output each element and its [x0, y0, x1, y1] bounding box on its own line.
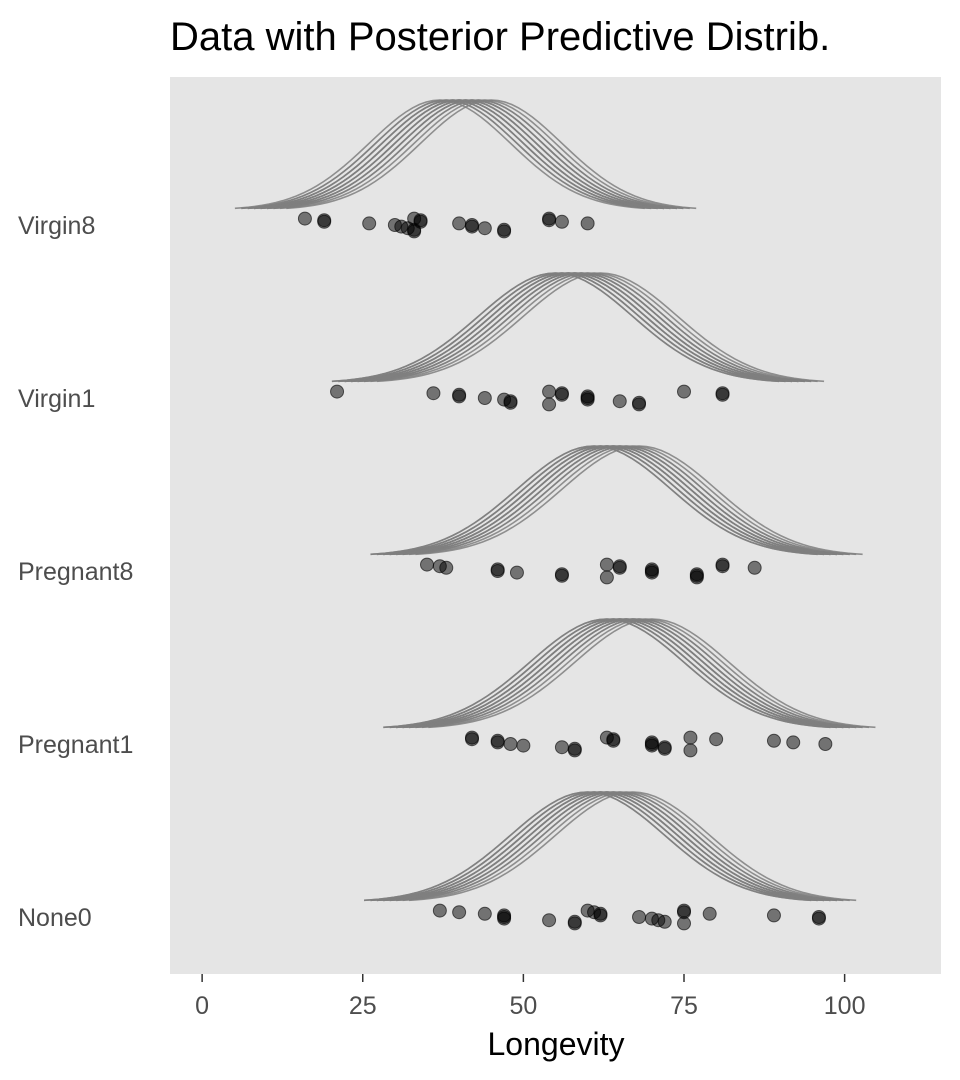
x-axis-title: Longevity: [488, 1026, 625, 1062]
data-point: [554, 214, 569, 229]
data-point: [599, 570, 614, 585]
data-point: [330, 384, 345, 399]
data-point: [593, 908, 608, 923]
data-point: [715, 387, 730, 402]
data-point: [464, 219, 479, 234]
data-point: [644, 738, 659, 753]
data-point: [612, 394, 627, 409]
x-tick-label: 100: [824, 992, 866, 1020]
data-point: [477, 221, 492, 236]
data-point: [567, 743, 582, 758]
plot-panel: [170, 77, 941, 974]
y-tick-label: Virgin8: [18, 212, 95, 240]
data-points: [297, 211, 833, 931]
data-point: [503, 737, 518, 751]
posterior-curve: [428, 618, 876, 729]
posterior-curve: [254, 99, 665, 210]
data-point: [632, 910, 647, 924]
posterior-curve: [266, 99, 677, 210]
posterior-curve: [286, 99, 697, 210]
data-point: [580, 392, 595, 407]
data-point: [542, 397, 557, 412]
data-point: [497, 911, 512, 926]
posterior-curve: [389, 618, 837, 729]
data-point: [490, 564, 505, 578]
x-tick-label: 50: [509, 992, 537, 1020]
data-point: [567, 916, 582, 931]
posterior-curves: [234, 99, 876, 902]
x-tick-label: 0: [195, 992, 209, 1020]
data-point: [702, 906, 717, 921]
y-tick-label: None0: [18, 904, 92, 932]
y-tick-label: Pregnant1: [18, 731, 133, 759]
data-point: [554, 740, 569, 755]
data-point: [542, 384, 557, 399]
x-tick-label: 25: [349, 992, 377, 1020]
data-point: [683, 743, 698, 758]
data-point: [677, 905, 691, 920]
data-point: [516, 738, 531, 753]
data-point: [766, 908, 781, 923]
chart-title: Data with Posterior Predictive Distrib.: [170, 15, 830, 59]
data-point: [818, 737, 833, 751]
data-point: [811, 911, 826, 926]
data-point: [464, 732, 479, 747]
y-tick-label: Pregnant8: [18, 558, 133, 586]
data-point: [580, 216, 595, 231]
data-point: [644, 565, 659, 580]
data-point: [709, 732, 724, 747]
data-point: [657, 741, 672, 756]
data-point: [432, 903, 447, 918]
data-point: [420, 557, 434, 572]
data-point: [413, 214, 428, 229]
data-point: [786, 735, 801, 750]
data-point: [715, 559, 730, 574]
data-point: [362, 216, 377, 231]
posterior-curve: [389, 445, 837, 556]
data-point: [606, 733, 621, 748]
y-axis-labels: Virgin8 Virgin1 Pregnant8 Pregnant1 None0: [18, 212, 133, 932]
data-point: [689, 570, 704, 585]
data-point: [477, 391, 492, 405]
data-point: [297, 211, 312, 226]
posterior-curve: [376, 272, 825, 383]
data-point: [509, 565, 524, 580]
x-axis: 0 25 50 75 100: [195, 974, 865, 1020]
posterior-curve: [402, 618, 850, 729]
data-point: [439, 560, 454, 575]
data-point: [612, 560, 627, 575]
data-point: [317, 214, 332, 229]
data-point: [677, 384, 691, 399]
x-tick-label: 75: [670, 992, 698, 1020]
posterior-curve: [408, 791, 857, 902]
posterior-curve: [415, 445, 863, 556]
data-point: [542, 913, 557, 928]
data-point: [477, 906, 492, 921]
data-point: [657, 914, 672, 929]
data-point: [452, 389, 467, 404]
data-point: [747, 560, 762, 575]
data-point: [497, 224, 512, 239]
data-point: [426, 386, 441, 401]
posterior-curve: [351, 272, 799, 383]
data-point: [554, 387, 569, 402]
y-tick-label: Virgin1: [18, 385, 95, 413]
data-point: [452, 216, 467, 231]
data-point: [503, 395, 518, 410]
data-point: [766, 733, 781, 748]
data-point: [599, 557, 614, 572]
posterior-curve: [370, 791, 818, 902]
data-point: [632, 397, 647, 412]
data-point: [490, 735, 505, 750]
posterior-curve: [338, 272, 786, 383]
data-point: [452, 905, 467, 920]
data-point: [683, 730, 698, 745]
posterior-curve: [376, 445, 825, 556]
data-point: [554, 568, 569, 583]
posterior-curve: [383, 791, 831, 902]
data-point: [542, 213, 557, 228]
